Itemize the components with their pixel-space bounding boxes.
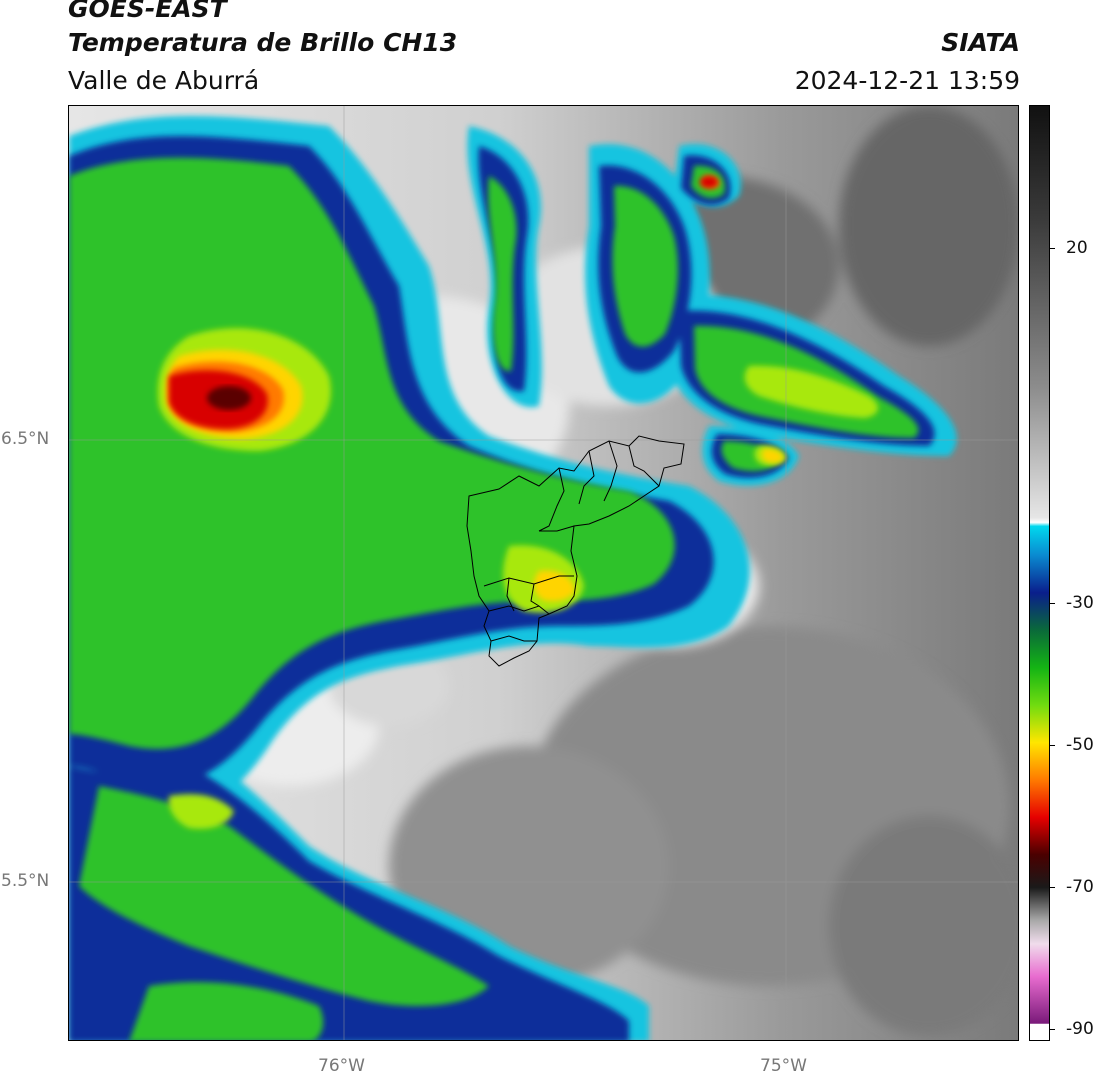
satellite-title: GOES-EAST [68, 0, 227, 23]
lat-label-5-5: 5.5°N [1, 871, 50, 891]
colorbar-tick-minus70 [1050, 887, 1055, 888]
colorbar-label-20: 20 [1066, 238, 1088, 258]
colorbar-label-minus90: -90 [1066, 1019, 1094, 1039]
colorbar-label-minus30: -30 [1066, 593, 1094, 613]
colorbar-label-minus70: -70 [1066, 877, 1094, 897]
colorbar-gradient [1030, 106, 1049, 1040]
map-gridlines [69, 106, 1018, 1040]
lon-label-75w: 75°W [760, 1056, 807, 1076]
region-subtitle: Valle de Aburrá [68, 66, 260, 95]
lat-label-6-5: 6.5°N [1, 429, 50, 449]
satellite-map[interactable] [68, 105, 1019, 1041]
colorbar-canvas [1030, 106, 1049, 1040]
municipal-boundaries [466, 435, 685, 667]
map-canvas [69, 106, 1018, 1040]
product-title: Temperatura de Brillo CH13 [68, 28, 458, 57]
colorbar-tick-minus50 [1050, 745, 1055, 746]
colorbar-label-minus50: -50 [1066, 735, 1094, 755]
organization-label: SIATA [941, 28, 1020, 57]
cloud-top-darkred-layer [207, 386, 251, 410]
lon-label-76w: 76°W [318, 1056, 365, 1076]
datetime-label: 2024-12-21 13:59 [794, 66, 1020, 95]
colorbar-tick-minus90 [1050, 1029, 1055, 1030]
colorbar [1029, 105, 1050, 1041]
colorbar-tick-20 [1050, 248, 1055, 249]
colorbar-tick-minus30 [1050, 603, 1055, 604]
